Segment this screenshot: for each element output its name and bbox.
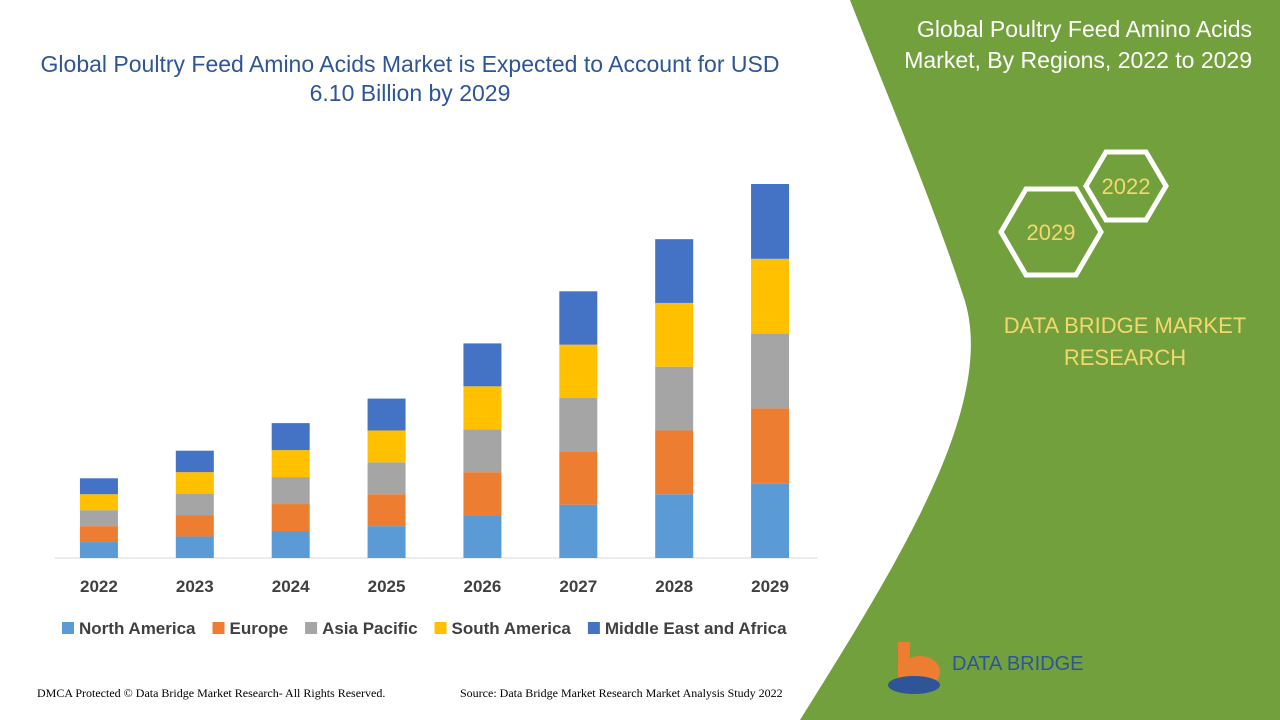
bar-segment (559, 344, 598, 398)
legend-swatch (305, 622, 318, 634)
bar-segment (751, 483, 790, 558)
x-tick-label: 2025 (368, 577, 406, 596)
bar-segment (367, 462, 406, 495)
bar-segment (559, 397, 598, 452)
bar-segment (463, 515, 502, 558)
bar-segment (463, 386, 502, 430)
bar-segment (79, 478, 118, 495)
legend-swatch (587, 622, 600, 634)
title-box: Global Poultry Feed Amino Acids Market i… (40, 51, 780, 106)
bar-segment (175, 472, 214, 494)
bar-segment (175, 450, 214, 473)
bar-segment (751, 184, 790, 259)
hexagon (998, 186, 1104, 278)
bar-segment (271, 504, 310, 532)
legend-swatch (212, 622, 225, 634)
x-tick-label: 2026 (464, 577, 502, 596)
logo-mark (888, 676, 940, 694)
bar-segment (559, 291, 598, 345)
hexagon (1083, 149, 1169, 223)
bar-segment (79, 494, 118, 511)
legend-label: South America (452, 619, 572, 638)
bar-segment (175, 493, 214, 516)
bar-segment (79, 526, 118, 543)
x-tick-label: 2027 (559, 577, 597, 596)
bar-segment (655, 430, 694, 495)
legend-label: North America (79, 619, 196, 638)
bar-segment (367, 494, 406, 527)
bar-segment (271, 531, 310, 558)
hex-label: 2029 (1027, 220, 1076, 245)
legend-label: Asia Pacific (322, 619, 417, 638)
logo-text: DATA BRIDGE (952, 653, 1084, 675)
x-tick-label: 2024 (272, 577, 310, 596)
bar-segment (751, 258, 790, 334)
bar-segment (367, 398, 406, 431)
bar-segment (463, 343, 502, 387)
bar-segment (655, 302, 694, 367)
bar-segment (463, 429, 502, 473)
bar-segment (655, 494, 694, 558)
bar-segment (271, 477, 310, 505)
bar-segment (367, 526, 406, 558)
panel-brand: DATA BRIDGE MARKET RESEARCH (1003, 313, 1247, 370)
bar-segment (367, 430, 406, 463)
bar-segment (175, 515, 214, 537)
bar-segment (655, 239, 694, 303)
bar-segment (79, 510, 118, 527)
x-tick-label: 2022 (80, 577, 118, 596)
panel-title-box: Global Poultry Feed Amino Acids Market, … (904, 16, 1252, 73)
x-tick-label: 2023 (176, 577, 214, 596)
footer-right: Source: Data Bridge Market Research Mark… (460, 686, 783, 700)
legend-swatch (434, 622, 447, 634)
legend-label: Europe (230, 619, 289, 638)
bar-segment (271, 450, 310, 478)
legend-label: Middle East and Africa (605, 619, 787, 638)
panel-title: Global Poultry Feed Amino Acids Market, … (904, 16, 1252, 73)
bar-segment (271, 423, 310, 451)
legend-swatch (62, 622, 74, 634)
logo: DATA BRIDGE (888, 642, 1084, 694)
brand-box: DATA BRIDGE MARKET RESEARCH (1003, 313, 1247, 370)
bar-segment (559, 451, 598, 505)
chart-title: Global Poultry Feed Amino Acids Market i… (40, 51, 780, 106)
bar-segment (79, 542, 118, 558)
x-tick-label: 2029 (751, 577, 789, 596)
x-tick-label: 2028 (655, 577, 693, 596)
footer-left: DMCA Protected © Data Bridge Market Rese… (37, 686, 385, 700)
bar-segment (175, 536, 214, 558)
hex-label: 2022 (1102, 174, 1151, 199)
bar-segment (655, 366, 694, 431)
bar-segment (463, 472, 502, 516)
bar-segment (751, 333, 790, 409)
bar-segment (559, 504, 598, 558)
bar-segment (751, 408, 790, 484)
